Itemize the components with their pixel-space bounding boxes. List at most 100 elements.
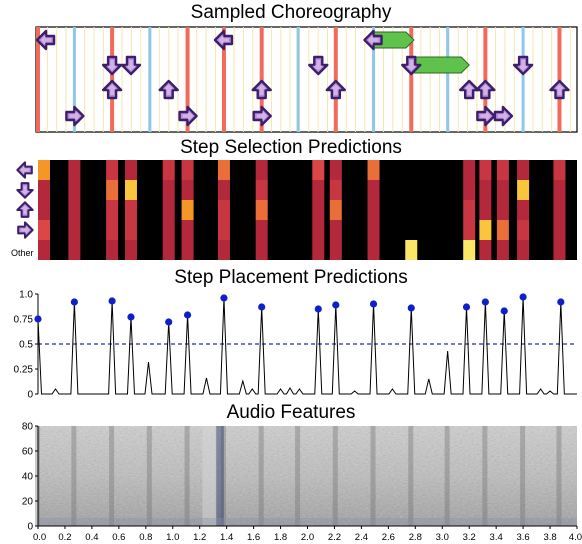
selection-cell: [106, 160, 119, 180]
audio-x-tick-label: 1.6: [247, 532, 260, 543]
placement-panel: 0 0.25 0.5 0.75 1.0: [14, 290, 577, 401]
spectrogram-onset: [520, 426, 526, 526]
row-icon-left: [16, 161, 33, 179]
selection-cell: [496, 180, 509, 200]
step-arrow-right: [65, 105, 85, 127]
selection-cells: [38, 160, 566, 260]
spectrogram-onset: [556, 426, 562, 526]
placement-dot: [127, 313, 135, 321]
placement-dot: [220, 294, 228, 302]
step-arrow-down: [401, 55, 422, 76]
audio-x-tick-label: 3.4: [490, 532, 503, 543]
selection-cell: [68, 240, 81, 260]
step-arrow-up: [251, 79, 272, 100]
step-arrow-up: [325, 79, 346, 100]
spectrogram-onset: [146, 426, 152, 526]
selection-cell: [255, 220, 268, 240]
placement-y-tick-label: 0: [27, 390, 33, 401]
selection-cell: [312, 200, 325, 220]
step-arrow-down: [512, 55, 534, 76]
audio-x-tick-label: 3.8: [543, 532, 556, 543]
spectrogram-low-band: [38, 518, 577, 526]
audio-x-tick-label: 2.8: [409, 532, 422, 543]
placement-dot: [462, 303, 471, 311]
placement-dot: [34, 315, 42, 323]
selection-cell: [496, 220, 509, 240]
selection-cell: [38, 160, 50, 180]
placement-dot: [183, 311, 192, 319]
selection-cell: [553, 180, 566, 200]
spectrogram-onset: [258, 426, 264, 526]
placement-dot: [332, 301, 340, 309]
selection-cell: [181, 220, 194, 240]
selection-cell: [162, 200, 175, 220]
selection-cell: [329, 240, 342, 260]
audio-x-tick-label: 0.2: [58, 532, 71, 543]
audio-y-tick-label: 80: [22, 422, 34, 433]
placement-dot: [108, 297, 116, 305]
choreography-arrows: [35, 29, 570, 127]
audio-x-tick-label: 0.6: [112, 532, 125, 543]
placement-dot: [369, 300, 378, 308]
spectrogram-onset: [332, 426, 338, 526]
spectrogram-onset: [408, 426, 414, 526]
step-arrow-left: [363, 29, 383, 51]
selection-cell: [124, 160, 137, 180]
selection-cell: [124, 180, 137, 200]
selection-cell: [367, 180, 380, 200]
placement-dot: [519, 293, 527, 301]
placement-axis: 0 0.25 0.5 0.75 1.0: [14, 290, 39, 401]
selection-cell: [463, 160, 476, 180]
row-icon-up: [16, 201, 34, 218]
audio-x-tick-label: 3.6: [516, 532, 529, 543]
placement-y-tick-label: 0.75: [14, 315, 34, 326]
selection-cell: [38, 180, 50, 200]
selection-cell: [517, 220, 530, 240]
selection-cell: [38, 240, 50, 260]
placement-dot: [500, 307, 508, 315]
step-arrow-left: [35, 29, 56, 51]
row-icon-right: [17, 221, 34, 239]
selection-cell: [312, 240, 325, 260]
spectrogram-light-strip: [202, 426, 217, 526]
spectrogram-onset: [482, 426, 488, 526]
selection-row-icons: [16, 161, 34, 239]
placement-title: Step Placement Predictions: [174, 267, 408, 288]
selection-cell: [162, 180, 175, 200]
selection-cell: [329, 200, 342, 220]
selection-cell: [312, 160, 325, 180]
choreography-panel: [35, 26, 578, 133]
selection-cell: [181, 160, 194, 180]
step-arrow-right: [252, 105, 272, 127]
placement-curve: [37, 296, 577, 395]
selection-cell: [162, 160, 175, 180]
selection-cell: [496, 240, 509, 260]
selection-cell: [181, 240, 194, 260]
selection-cell: [463, 200, 476, 220]
audio-x-tick-label: 0.4: [85, 532, 98, 543]
selection-cell: [38, 220, 50, 240]
selection-cell: [496, 200, 509, 220]
step-arrow-right: [476, 105, 496, 127]
step-arrow-right: [493, 105, 514, 127]
placement-dots: [34, 293, 565, 326]
selection-cell: [479, 200, 492, 220]
selection-cell: [68, 220, 81, 240]
selection-cell: [517, 180, 530, 200]
spectrogram-onset: [444, 426, 450, 526]
selection-cell: [329, 180, 342, 200]
selection-cell: [217, 180, 230, 200]
selection-cell: [217, 200, 230, 220]
selection-cell: [553, 200, 566, 220]
selection-cell: [479, 220, 492, 240]
audio-x-tick-label: 3.2: [463, 532, 476, 543]
audio-x-tick-label: 0.0: [33, 532, 46, 543]
selection-cell: [181, 180, 194, 200]
spectrogram-onset: [295, 426, 301, 526]
selection-cell: [38, 200, 50, 220]
selection-cell: [312, 220, 325, 240]
selection-cell: [553, 220, 566, 240]
placement-y-tick-label: 0.5: [19, 340, 33, 351]
selection-cell: [255, 200, 268, 220]
selection-cell: [463, 220, 476, 240]
